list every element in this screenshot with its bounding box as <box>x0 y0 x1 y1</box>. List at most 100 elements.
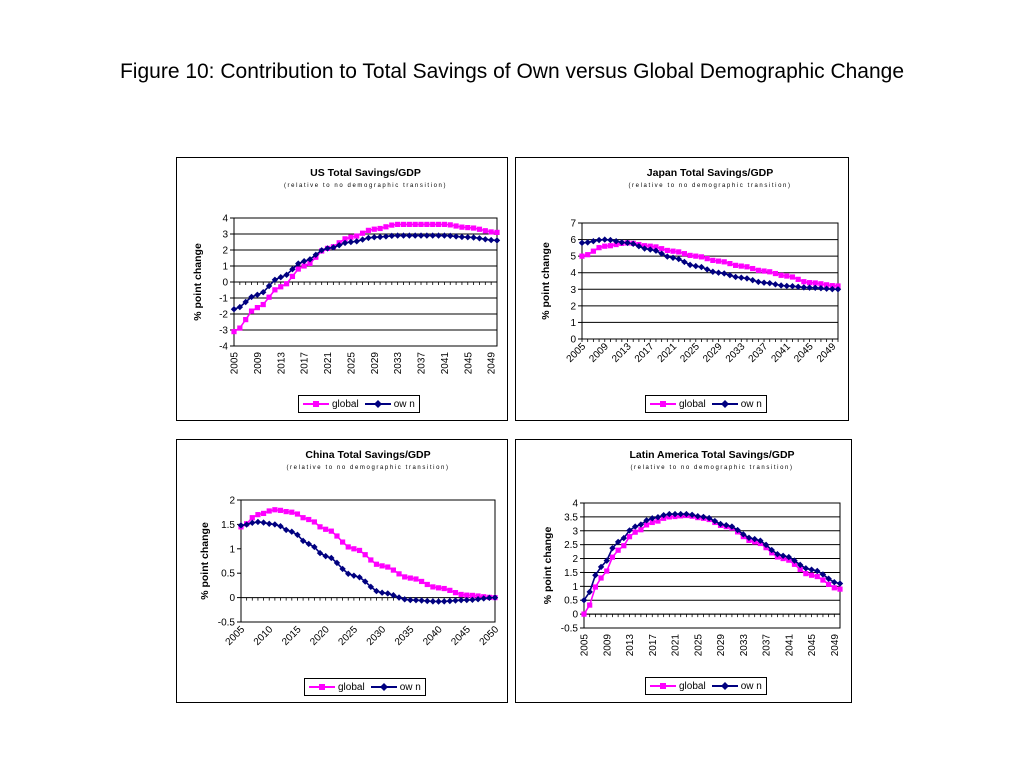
marker-global <box>272 287 278 293</box>
marker-global <box>342 236 348 242</box>
marker-own <box>624 239 631 247</box>
y-tick-label: 1 <box>222 262 228 273</box>
legend-global-swatch <box>309 684 335 690</box>
x-tick-label: 2033 <box>393 352 404 375</box>
marker-global <box>710 257 716 263</box>
marker-own <box>359 236 366 243</box>
x-tick-label: 2025 <box>693 634 704 657</box>
marker-global <box>389 222 395 228</box>
x-tick-label: 2037 <box>762 634 773 657</box>
marker-global <box>418 221 424 227</box>
marker-global <box>604 568 610 574</box>
legend-item-own: ow n <box>364 399 415 410</box>
marker-own <box>796 561 804 569</box>
marker-global <box>592 584 598 590</box>
x-tick-label: 2033 <box>739 634 750 657</box>
legend-item-own: ow n <box>370 682 421 693</box>
plot-area <box>583 502 841 629</box>
marker-global <box>413 576 419 582</box>
legend-own-label: ow n <box>740 398 762 410</box>
marker-own <box>452 233 460 240</box>
marker-global <box>289 273 296 279</box>
marker-global <box>373 561 380 567</box>
y-tick-label: 4 <box>570 268 576 279</box>
legend-global-label: global <box>679 398 706 410</box>
marker-own <box>607 236 614 244</box>
marker-global <box>365 227 372 233</box>
marker-global <box>638 527 644 533</box>
marker-global <box>306 516 312 523</box>
marker-global <box>301 263 307 269</box>
y-tick-label: 0 <box>229 593 235 604</box>
marker-own <box>694 512 701 520</box>
x-tick-label: 2009 <box>253 352 264 375</box>
marker-own <box>367 583 375 591</box>
x-tick-label: 2013 <box>276 352 287 375</box>
marker-global <box>447 222 453 228</box>
marker-global <box>396 571 402 577</box>
x-tick-label: 2029 <box>701 341 725 365</box>
marker-global <box>806 280 813 286</box>
y-tick-label: -3 <box>219 326 228 337</box>
marker-global <box>471 225 477 231</box>
marker-global <box>814 573 820 580</box>
marker-global <box>328 528 334 534</box>
chart-subtitle: (relative to no demographic transition) <box>630 465 793 471</box>
marker-own <box>609 544 616 552</box>
marker-own <box>417 232 425 239</box>
marker-own <box>757 537 764 544</box>
marker-global <box>249 515 255 521</box>
marker-global <box>400 221 407 227</box>
y-axis-label: % point change <box>199 522 211 600</box>
x-tick-label: 2021 <box>656 341 680 365</box>
marker-global <box>488 229 494 235</box>
marker-own <box>288 528 295 535</box>
marker-global <box>354 233 360 239</box>
y-tick-label: 0 <box>222 278 228 289</box>
marker-global <box>755 267 761 273</box>
marker-global <box>260 301 266 308</box>
series-line-own <box>233 234 498 310</box>
marker-global <box>383 224 389 230</box>
marker-global <box>824 282 830 288</box>
marker-global <box>715 258 722 264</box>
marker-global <box>237 325 243 331</box>
chart-panel-japan: Japan Total Savings/GDP (relative to no d… <box>515 157 849 421</box>
x-tick-label: 2013 <box>625 634 636 657</box>
marker-global <box>761 268 767 274</box>
x-tick-label: 2021 <box>671 634 682 657</box>
y-tick-label: 1 <box>570 318 576 329</box>
chart-title: Japan Total Savings/GDP <box>647 167 773 179</box>
marker-global <box>590 248 596 254</box>
x-tick-label: 2037 <box>747 341 771 365</box>
marker-own <box>441 232 448 239</box>
marker-own <box>376 233 384 241</box>
y-axis-label: % point change <box>542 527 554 605</box>
chart-subtitle: (relative to no demographic transition) <box>286 465 449 471</box>
marker-global <box>681 251 687 257</box>
marker-own <box>626 527 633 534</box>
y-tick-label: 0 <box>572 610 578 621</box>
series-line-global <box>233 223 498 333</box>
marker-own <box>469 596 476 604</box>
legend-item-global: global <box>650 681 706 692</box>
marker-own <box>836 580 844 587</box>
y-tick-label: -4 <box>219 342 228 353</box>
marker-global <box>664 247 670 254</box>
chart-panel-china: China Total Savings/GDP (relative to no d… <box>176 439 508 703</box>
marker-global <box>738 263 744 269</box>
marker-global <box>243 317 249 323</box>
marker-global <box>272 507 278 513</box>
y-tick-label: 4 <box>572 499 578 510</box>
marker-global <box>452 590 459 596</box>
legend-global-swatch <box>650 401 676 407</box>
marker-own <box>318 247 325 254</box>
marker-own <box>406 232 413 239</box>
marker-global <box>323 526 329 532</box>
x-tick-label: 2005 <box>230 352 241 375</box>
legend-global-swatch <box>303 401 329 407</box>
marker-own <box>248 293 255 301</box>
marker-own <box>371 234 378 241</box>
marker-global <box>334 533 340 539</box>
marker-global <box>300 515 306 521</box>
